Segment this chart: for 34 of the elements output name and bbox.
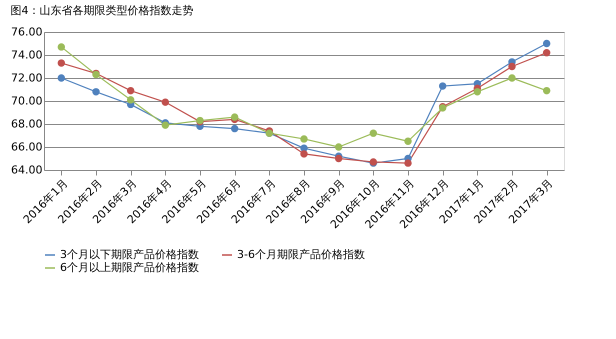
point [542,49,550,56]
point [404,159,412,167]
y-tick-label: 70.00 [11,94,42,108]
y-tick-label: 68.00 [11,118,42,130]
y-tick-label: 72.00 [11,72,42,84]
point [92,88,100,96]
point [300,135,308,143]
point [126,96,134,104]
point [334,143,342,151]
point [300,150,308,158]
point [542,86,550,94]
y-tick-label: 66.00 [11,140,42,154]
legend-label: 3个月以下期限产品价格指数 [60,248,199,261]
y-tick-label: 74.00 [11,48,42,62]
point [230,124,238,132]
point [508,74,516,82]
point [58,74,66,82]
point [542,40,550,48]
legend-label: 6个月以上期限产品价格指数 [60,261,199,274]
y-tick-label: 76.00 [11,26,42,38]
legend-label: 3-6个月期限产品价格指数 [237,248,365,261]
point [508,62,516,70]
point [58,43,66,51]
point [404,138,412,145]
point [58,59,66,67]
point [370,130,378,137]
chart-title: 图4：山东省各期限类型价格指数走势 [10,4,194,17]
point [474,88,482,96]
y-tick-label: 64.00 [11,164,42,176]
point [334,154,342,162]
point [162,98,170,106]
point [126,86,134,94]
point [230,113,238,121]
point [438,82,446,90]
